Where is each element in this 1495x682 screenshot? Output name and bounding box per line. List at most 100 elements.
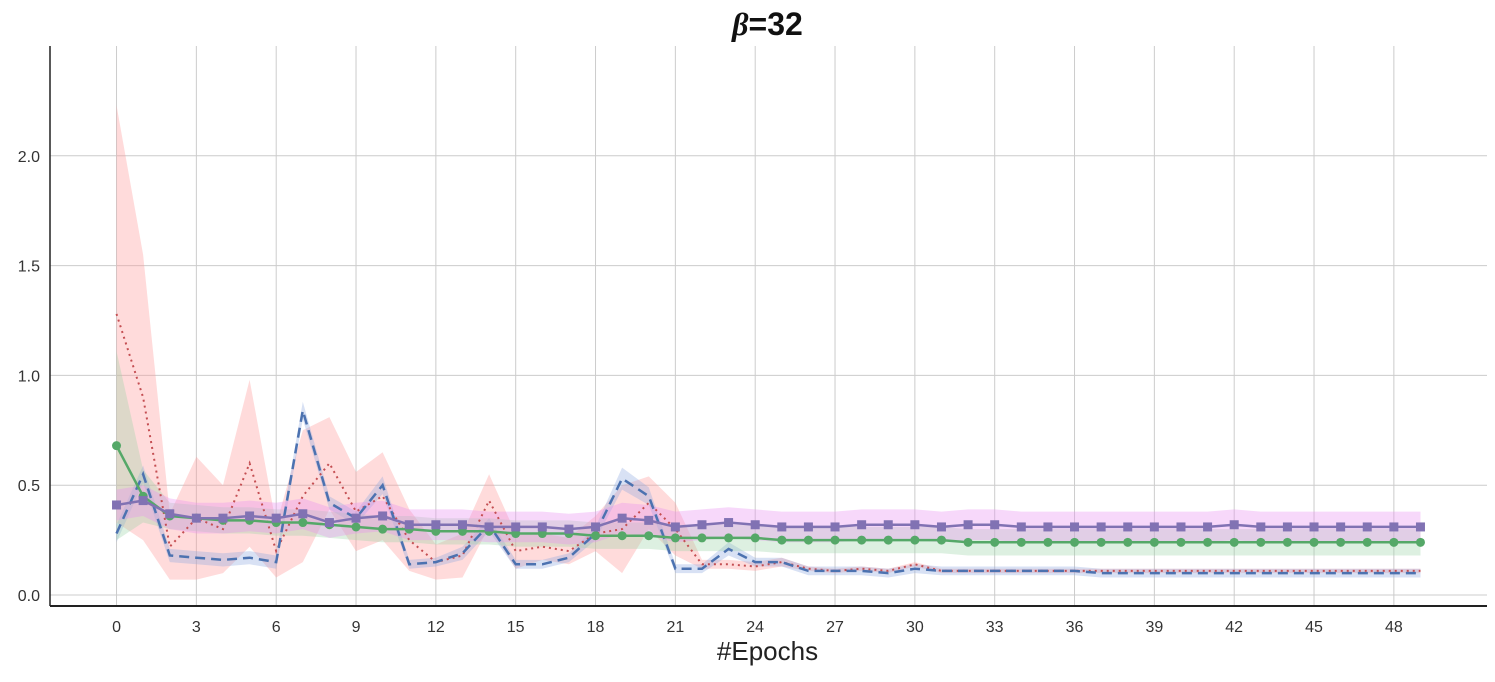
series-4-point: [1389, 522, 1399, 532]
series-3-point: [298, 518, 308, 528]
series-4-point: [1362, 522, 1372, 532]
x-tick-label: 9: [352, 619, 361, 636]
series-3-point: [591, 531, 601, 541]
series-3-point: [112, 441, 122, 451]
series-4-point: [750, 520, 760, 530]
series-4-point: [537, 522, 547, 532]
series-3-point: [644, 531, 654, 541]
series-3-point: [803, 535, 813, 545]
series-4-point: [324, 518, 334, 528]
series-4-point: [910, 520, 920, 530]
x-tick-label: 21: [666, 619, 684, 636]
series-4-point: [697, 520, 707, 530]
series-3-point: [1415, 537, 1425, 547]
series-3-point: [1096, 537, 1106, 547]
x-tick-label: 45: [1305, 619, 1323, 636]
axes: [49, 46, 1487, 607]
series-4-point: [777, 522, 787, 532]
series-3-point: [830, 535, 840, 545]
series-4-point: [724, 518, 734, 528]
series-4-point: [1229, 520, 1239, 530]
series-4-point: [511, 522, 521, 532]
series-3-point: [1176, 537, 1186, 547]
series-4-point: [484, 522, 494, 532]
x-tick-label: 3: [192, 619, 201, 636]
series-3-point: [1389, 537, 1399, 547]
series-4-point: [165, 509, 175, 519]
series-3-point: [936, 535, 946, 545]
x-tick-label: 27: [826, 619, 844, 636]
series-3-point: [697, 533, 707, 543]
series-2-line: [115, 410, 1421, 575]
series-3-point: [990, 537, 1000, 547]
series-4-point: [617, 513, 627, 523]
x-tick-label: 39: [1145, 619, 1163, 636]
series-4-point: [1336, 522, 1346, 532]
series-3-point: [1070, 537, 1080, 547]
series-4-point: [1415, 522, 1425, 532]
series-3-point: [1362, 537, 1372, 547]
tick-labels: 0 3 6 9 12 15 18 21 24 27 30 33 36 39 42 45 480.00.51.01…: [18, 149, 1403, 636]
series-3-point: [617, 531, 627, 541]
grid-lines: [50, 46, 1487, 606]
y-tick-label: 1.5: [18, 259, 40, 276]
x-tick-label: 15: [507, 619, 525, 636]
series-4-point: [271, 513, 281, 523]
series-4-band: [116, 485, 1421, 545]
x-tick-label: 33: [986, 619, 1004, 636]
series-3-point: [1203, 537, 1213, 547]
series-4-point: [378, 511, 388, 521]
series-4-point: [1203, 522, 1213, 532]
series-4-point: [564, 524, 574, 534]
x-tick-label: 0: [112, 619, 121, 636]
series-4-point: [245, 511, 255, 521]
x-axis-label: #Epochs: [716, 636, 819, 666]
series-3-point: [378, 524, 388, 534]
series-4-point: [1096, 522, 1106, 532]
x-tick-label: 24: [746, 619, 764, 636]
series-4-point: [670, 522, 680, 532]
y-tick-label: 0.0: [18, 588, 40, 605]
series-3-point: [1336, 537, 1346, 547]
series-3-point: [1309, 537, 1319, 547]
x-tick-label: 48: [1385, 619, 1403, 636]
series-4-point: [990, 520, 1000, 530]
x-tick-label: 36: [1066, 619, 1084, 636]
series-4-point: [1123, 522, 1133, 532]
series-1-band: [116, 105, 1421, 580]
confidence-bands: [116, 105, 1421, 580]
series-3-point: [670, 533, 680, 543]
series-3-point: [351, 522, 361, 532]
series-3-point: [1282, 537, 1292, 547]
series-4-point: [457, 520, 467, 530]
x-tick-label: 6: [272, 619, 281, 636]
chart-title: β=32: [0, 6, 1495, 43]
series-3-point: [1229, 537, 1239, 547]
series-4-point: [1016, 522, 1026, 532]
series-3-point: [1256, 537, 1266, 547]
title-symbol: β: [732, 6, 749, 42]
series-3-point: [910, 535, 920, 545]
series-4-point: [936, 522, 946, 532]
series-3-point: [750, 533, 760, 543]
series-4-point: [112, 500, 122, 510]
series-4-point: [963, 520, 973, 530]
series-4-point: [351, 513, 361, 523]
series-4-point: [404, 520, 414, 530]
series-markers: [112, 441, 1425, 547]
series-4-point: [191, 513, 201, 523]
series-4-point: [1043, 522, 1053, 532]
series-3-point: [857, 535, 867, 545]
series-3-point: [724, 533, 734, 543]
series-4-point: [1309, 522, 1319, 532]
x-tick-label: 12: [427, 619, 445, 636]
series-3-point: [1123, 537, 1133, 547]
series-4-point: [431, 520, 441, 530]
series-4-point: [298, 509, 308, 519]
series-3-band: [116, 351, 1421, 556]
y-tick-label: 2.0: [18, 149, 40, 166]
series-4-point: [138, 496, 148, 506]
series-4-point: [644, 515, 654, 525]
series-3-point: [1043, 537, 1053, 547]
